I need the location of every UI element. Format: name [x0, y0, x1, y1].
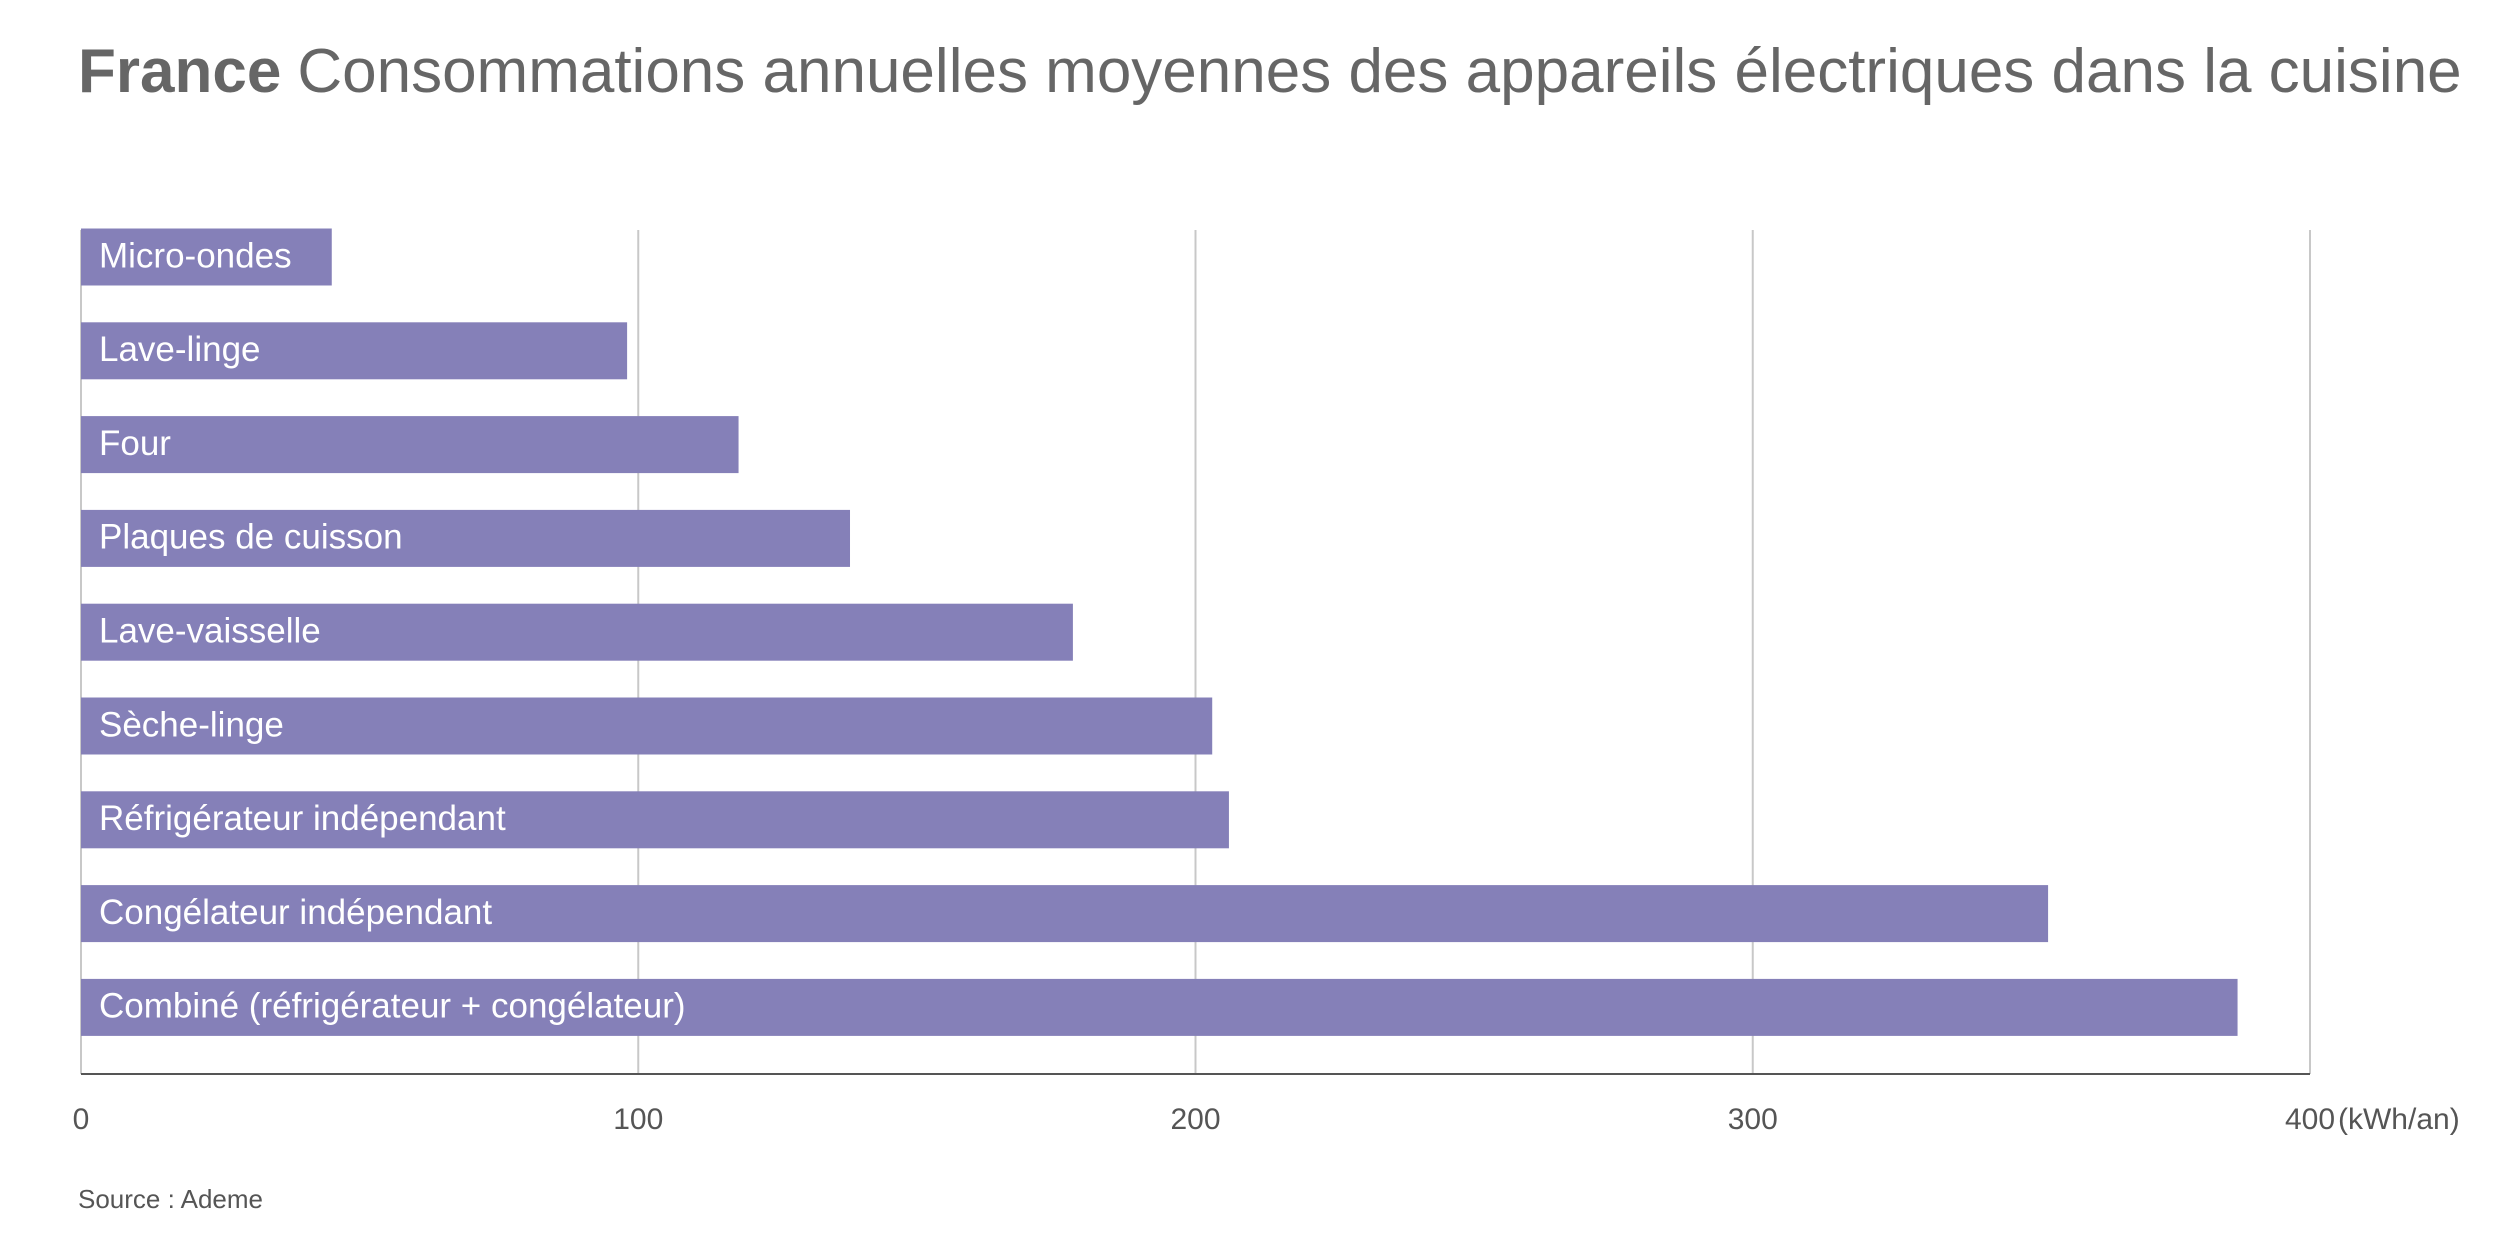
bar — [81, 509, 851, 567]
x-tick-label: 200 — [1170, 1103, 1220, 1136]
title-text: Consommations annuelles moyennes des app… — [297, 37, 2461, 106]
category-label: Congélateur indépendant — [99, 893, 492, 932]
bar — [81, 322, 628, 380]
bar — [81, 228, 332, 286]
category-label: Réfrigérateur indépendant — [99, 799, 506, 838]
bar — [81, 978, 2238, 1036]
category-label: Micro-ondes — [99, 236, 292, 275]
category-label: Plaques de cuisson — [99, 518, 403, 557]
chart-title: France Consommations annuelles moyennes d… — [78, 37, 2462, 106]
title-bold: France — [78, 37, 281, 106]
x-tick-label: 100 — [613, 1103, 663, 1136]
category-label: Four — [99, 424, 171, 463]
category-label: Lave-vaisselle — [99, 611, 321, 650]
bar — [81, 791, 1229, 849]
bar — [81, 885, 2049, 943]
category-label: Combiné (réfrigérateur + congélateur) — [99, 987, 686, 1026]
x-tick-label: 0 — [73, 1103, 90, 1136]
bar — [81, 697, 1213, 755]
category-label: Lave-linge — [99, 330, 261, 369]
bar — [81, 603, 1073, 661]
source: Source : Ademe — [78, 1184, 263, 1214]
bar — [81, 416, 739, 474]
x-tick-label: 300 — [1728, 1103, 1778, 1136]
category-label: Sèche-linge — [99, 705, 284, 744]
x-tick-label: 400 — [2285, 1103, 2335, 1136]
x-unit-label: (kWh/an) — [2338, 1103, 2460, 1136]
